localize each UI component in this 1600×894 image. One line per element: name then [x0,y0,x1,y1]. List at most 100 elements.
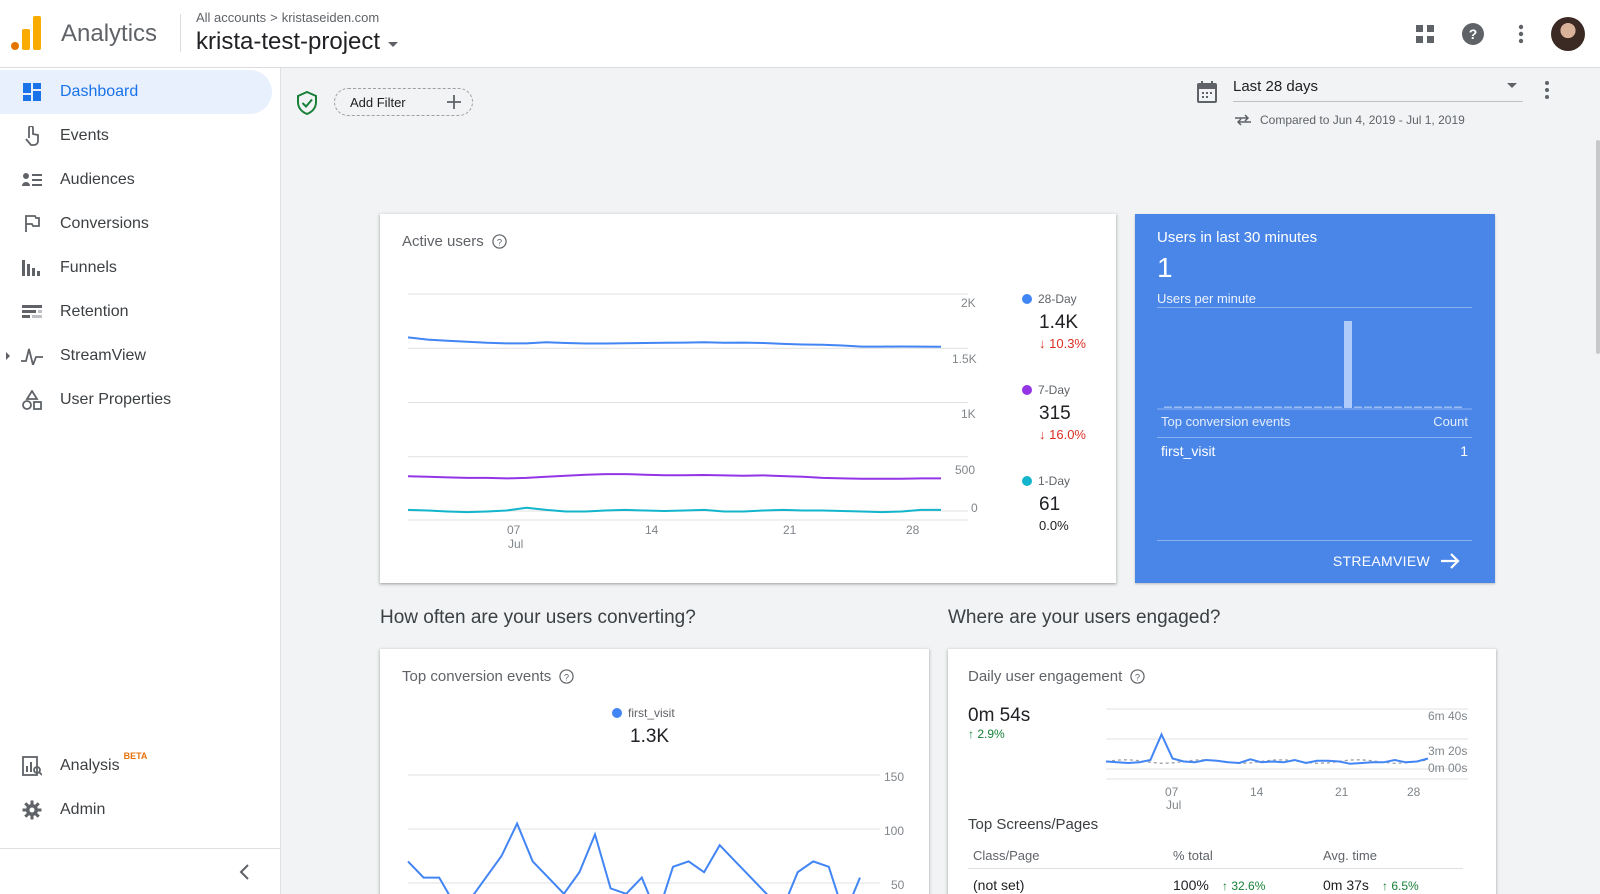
engagement-card-title: Daily user engagement [968,668,1123,685]
x-tick-sub-label: Jul [1166,798,1182,812]
minute-bar [1184,406,1192,408]
minute-bar [1224,406,1232,408]
project-selector[interactable]: krista-test-project [196,28,399,56]
legend-label: 28-Day [1038,292,1077,306]
legend-1-day[interactable]: 1-Day [1022,474,1070,488]
legend-label: first_visit [628,706,675,720]
minute-bar [1284,406,1292,408]
sidebar: Dashboard Events Audiences Conversions F… [0,68,281,894]
page-scrollbar[interactable] [1596,140,1600,354]
sidebar-item-user-properties[interactable]: User Properties [0,378,280,422]
engagement-value: 0m 54s [968,705,1031,726]
minute-bar [1404,406,1412,408]
table-header-pct: % total [1173,848,1213,863]
breadcrumb[interactable]: All accounts > kristaseiden.com [196,10,379,25]
minute-bar [1384,406,1392,408]
svg-text:?: ? [564,672,569,682]
table-cell-time: 0m 37s [1323,877,1369,893]
x-tick-label: 28 [906,523,920,537]
table-header-page: Class/Page [973,848,1040,863]
conversion-events-chart [407,774,880,894]
touch-icon [21,125,43,147]
calendar-icon[interactable] [1196,80,1218,104]
minute-bar [1204,406,1212,408]
sidebar-item-label: Retention [60,303,129,320]
legend-first-visit[interactable]: first_visit [612,706,675,720]
users-per-minute-chart [1157,321,1472,410]
pulse-icon [21,345,43,367]
y-tick-label: 1K [961,407,976,421]
sidebar-footer [0,848,281,894]
table-cell-page[interactable]: (not set) [973,877,1025,893]
sidebar-nav: Dashboard Events Audiences Conversions F… [0,68,280,422]
compare-text: Compared to Jun 4, 2019 - Jul 1, 2019 [1260,113,1465,127]
help-outline-icon[interactable]: ? [492,234,507,249]
table-header-time: Avg. time [1323,848,1377,863]
minute-bar [1174,406,1182,408]
sidebar-item-admin[interactable]: Admin [0,788,281,832]
x-tick-label: 14 [1250,785,1264,799]
active-users-title: Active users [402,233,484,250]
streamview-button[interactable]: STREAMVIEW [1333,552,1460,570]
divider [1157,540,1472,541]
shield-check-icon[interactable] [297,91,317,115]
minute-bar [1374,406,1382,408]
breadcrumb-root[interactable]: All accounts [196,10,267,25]
minute-bar [1304,406,1312,408]
help-outline-icon[interactable]: ? [559,669,574,684]
sidebar-item-label: AnalysisBETA [60,751,147,775]
sidebar-item-audiences[interactable]: Audiences [0,158,280,202]
conversion-event-name[interactable]: first_visit [1161,443,1216,459]
minute-bar [1314,406,1322,408]
conversion-card-title: Top conversion events [402,668,552,685]
apps-icon[interactable] [1401,14,1449,54]
legend-change: ↓ 10.3% [1039,336,1086,351]
sidebar-bottom-nav: AnalysisBETA Admin [0,742,281,832]
help-icon[interactable]: ? [1449,14,1497,54]
minute-bar [1364,406,1372,408]
sidebar-item-streamview[interactable]: StreamView [0,334,280,378]
realtime-count: 1 [1157,252,1173,283]
shapes-icon [21,389,43,411]
sidebar-item-funnels[interactable]: Funnels [0,246,280,290]
y-tick-label: 150 [884,770,905,784]
gear-icon [21,799,43,821]
series-line-7-day [407,473,941,480]
collapse-sidebar-icon[interactable] [237,863,253,881]
sidebar-item-retention[interactable]: Retention [0,290,280,334]
compare-range: Compared to Jun 4, 2019 - Jul 1, 2019 [1234,113,1465,127]
active-users-chart [407,293,968,521]
svg-text:?: ? [497,237,502,247]
sidebar-item-analysis[interactable]: AnalysisBETA [0,744,281,788]
more-vert-icon[interactable] [1497,14,1545,54]
realtime-subtitle: Users per minute [1157,291,1256,306]
sidebar-item-events[interactable]: Events [0,114,280,158]
help-outline-icon[interactable]: ? [1130,669,1145,684]
sidebar-item-conversions[interactable]: Conversions [0,202,280,246]
date-range-select[interactable]: Last 28 days [1233,76,1523,102]
analytics-logo[interactable] [11,16,41,50]
sidebar-item-dashboard[interactable]: Dashboard [0,70,272,114]
expand-arrow-icon[interactable] [6,352,10,360]
add-filter-button[interactable]: Add Filter [334,88,473,116]
legend-28-day[interactable]: 28-Day [1022,292,1077,306]
funnel-icon [21,257,43,279]
minute-bar [1434,406,1442,408]
breadcrumb-account[interactable]: kristaseiden.com [281,10,380,25]
minute-bar [1234,406,1242,408]
legend-dot [1022,385,1032,395]
sidebar-item-label: Admin [60,801,106,818]
divider [1157,437,1472,438]
add-filter-label: Add Filter [350,94,406,110]
conversion-value: 1.3K [630,726,670,747]
divider [968,868,1463,869]
minute-bar [1274,406,1282,408]
avatar[interactable] [1551,17,1585,51]
x-tick-label: 21 [1335,785,1349,799]
table-cell-pct: 100% [1173,877,1209,893]
sidebar-item-label: Funnels [60,259,117,276]
sidebar-item-label: User Properties [60,391,172,408]
realtime-title: Users in last 30 minutes [1157,229,1318,246]
legend-7-day[interactable]: 7-Day [1022,383,1070,397]
more-vert-icon[interactable] [1544,80,1550,100]
